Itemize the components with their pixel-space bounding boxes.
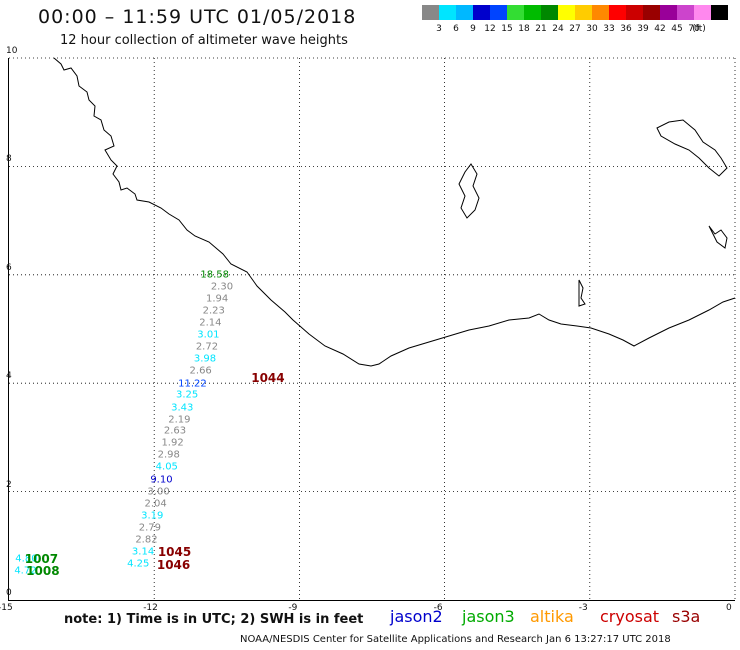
pass-id-label: 1044 [251, 370, 285, 385]
legend-swatch [541, 5, 558, 20]
satellite-jason3: jason3 [462, 607, 515, 626]
x-tick-label: -9 [288, 603, 298, 613]
legend-label: 15 [501, 24, 513, 34]
y-tick-label: 6 [6, 262, 12, 273]
legend-swatch [711, 5, 728, 20]
wave-height-label: 2.63 [163, 425, 187, 437]
coastline-east-river [708, 225, 728, 249]
legend-swatch [439, 5, 456, 20]
wave-height-label: 4.80 [15, 553, 38, 565]
pass-id-label: 1046 [156, 558, 191, 573]
map-panel: 18.58 2.30 1.94 2.23 2.14 3.01 2.72 3.98 2.66 11.… [8, 57, 736, 601]
x-tick-label: -12 [143, 603, 158, 613]
wave-height-label: 3.01 [197, 329, 220, 341]
coastline [53, 57, 736, 367]
wave-height-label: 2.23 [202, 305, 225, 317]
coastline-lake-volta [458, 163, 480, 219]
coastline-lake-north [656, 119, 728, 177]
satellite-jason2: jason2 [390, 607, 443, 626]
legend-swatch [422, 5, 439, 20]
pass-id-label: 1007 [24, 551, 59, 566]
legend-swatch [456, 5, 473, 20]
legend-label: 3 [436, 24, 442, 34]
map-canvas [9, 57, 736, 600]
legend-label: 70 [688, 24, 700, 34]
legend-swatch [558, 5, 575, 20]
legend-swatch [473, 5, 490, 20]
wave-height-label: 3.00 [147, 486, 170, 498]
y-tick-label: 2 [6, 479, 12, 490]
legend-swatch [575, 5, 592, 20]
pass-id-label: 1045 [157, 545, 192, 560]
legend-swatch [660, 5, 677, 20]
wave-height-label: 1.92 [161, 437, 184, 449]
page-title: 00:00 – 11:59 UTC 01/05/2018 [38, 6, 357, 28]
wave-height-label: 3.25 [175, 389, 199, 401]
legend-swatch [626, 5, 643, 20]
wave-height-label: 4.25 [127, 558, 150, 570]
y-tick-label: 4 [6, 371, 12, 382]
legend-label: 18 [518, 24, 530, 34]
legend-label: 9 [470, 24, 476, 34]
wave-height-label: 4.72 [14, 565, 37, 577]
wave-height-label: 18.58 [200, 269, 230, 281]
x-tick-label: -3 [578, 603, 588, 613]
satellite-s3a: s3a [672, 607, 701, 626]
legend-swatch [592, 5, 609, 20]
wave-height-label: 3.43 [171, 402, 194, 414]
wave-height-label: 3.98 [193, 353, 217, 365]
legend-swatch [694, 5, 711, 20]
wave-height-label: 1.94 [205, 293, 229, 305]
map-grid [9, 57, 736, 600]
legend-swatch [524, 5, 541, 20]
coastline-small-inlet [578, 279, 586, 307]
legend-label: 30 [586, 24, 598, 34]
pass-id-label: 1008 [26, 563, 60, 578]
legend-swatch [643, 5, 660, 20]
y-tick-label: 10 [6, 46, 18, 56]
x-tick-label: -15 [0, 603, 13, 613]
wave-height-label: 2.04 [144, 498, 167, 510]
wave-height-label: 2.82 [135, 534, 158, 546]
wave-height-label: 3.14 [131, 546, 155, 558]
legend-label: 42 [654, 24, 666, 34]
coastline-west-africa [53, 57, 736, 367]
legend-label: 12 [484, 24, 496, 34]
wave-height-label: 9.10 [150, 474, 173, 486]
wave-height-label: 2.72 [195, 341, 219, 353]
satellite-cryosat: cryosat [600, 607, 660, 626]
wave-height-label: 2.79 [138, 522, 161, 534]
wave-height-label: 2.19 [168, 414, 191, 425]
satellite-altika: altika [530, 607, 574, 626]
wave-height-label: 2.66 [189, 365, 212, 377]
legend-swatch [609, 5, 626, 20]
y-tick-label: 0 [6, 588, 12, 598]
legend-swatch [677, 5, 694, 20]
legend-label: 27 [569, 24, 581, 34]
note-text: note: 1) Time is in UTC; 2) SWH is in fe… [64, 612, 364, 627]
wave-height-label: 11.22 [178, 378, 207, 390]
legend-label: 45 [671, 24, 683, 34]
y-tick-label: 8 [6, 154, 12, 165]
legend-label: 21 [535, 24, 547, 34]
wave-height-label: 2.14 [199, 317, 222, 329]
wave-height-label: 2.30 [210, 281, 234, 293]
legend-label: 36 [620, 24, 632, 34]
legend-label: 39 [637, 24, 649, 34]
credit-line: NOAA/NESDIS Center for Satellite Applica… [240, 634, 671, 645]
wave-height-label: 4.05 [155, 461, 178, 473]
legend-swatch [507, 5, 524, 20]
x-tick-label: -6 [433, 603, 443, 613]
legend-unit: (ft) [692, 24, 706, 34]
legend-label: 6 [453, 24, 459, 34]
legend-swatch [490, 5, 507, 20]
page-subtitle: 12 hour collection of altimeter wave hei… [60, 33, 348, 48]
legend-label: 33 [603, 24, 615, 34]
legend-label: 24 [552, 24, 564, 34]
wave-height-label: 3.19 [141, 510, 164, 522]
x-tick-label: 0 [726, 603, 732, 613]
wave-height-label: 2.98 [157, 449, 180, 461]
